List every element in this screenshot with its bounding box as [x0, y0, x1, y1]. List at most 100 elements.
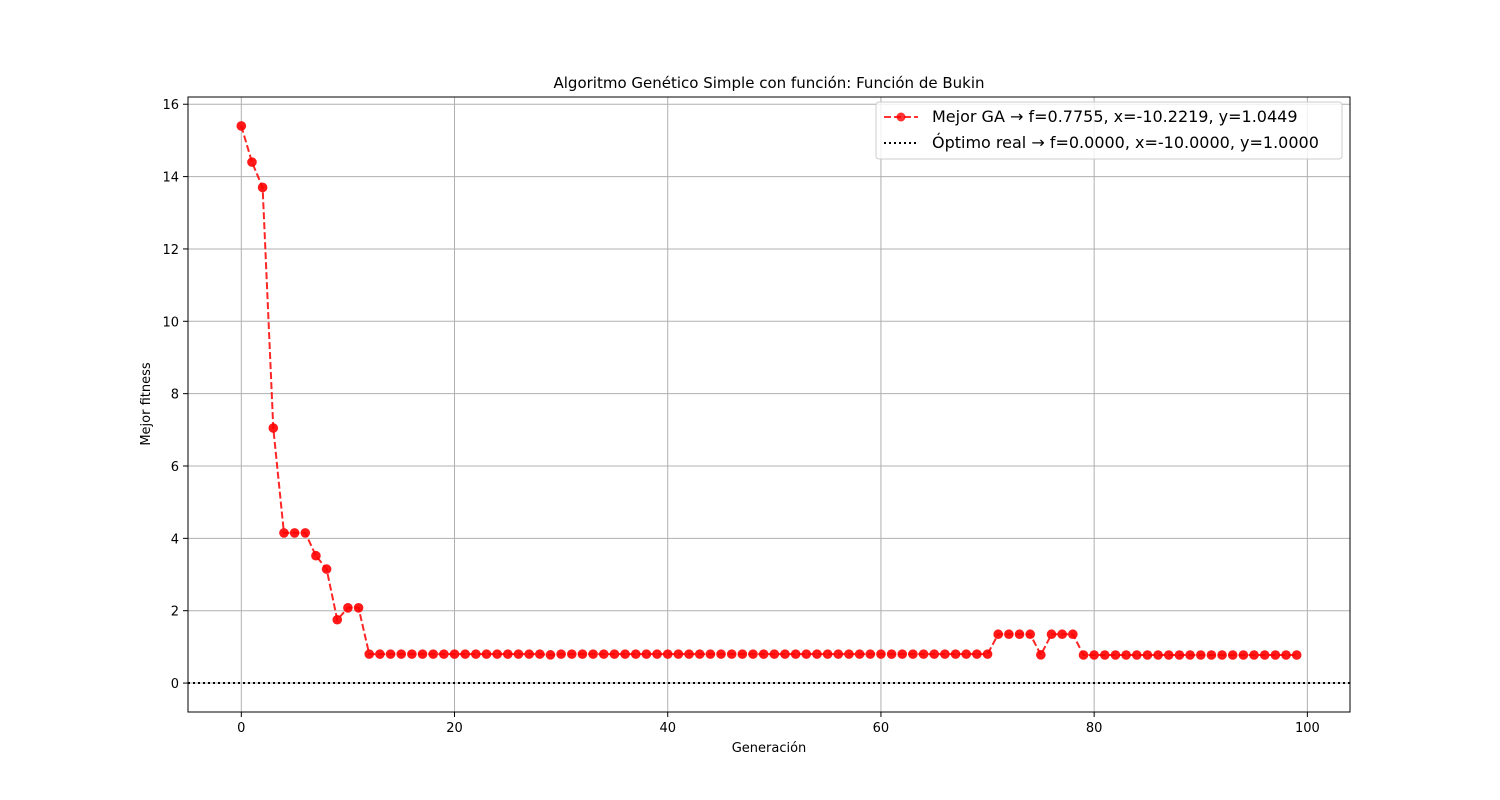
mejor-ga-point [321, 564, 332, 574]
mejor-ga-point [897, 649, 908, 659]
mejor-ga-point [865, 649, 876, 659]
x-tick-label: 40 [659, 721, 676, 736]
x-axis-label: Generación [732, 741, 807, 756]
mejor-ga-point [1249, 650, 1259, 660]
mejor-ga-point [1185, 650, 1195, 660]
mejor-ga-point [1281, 650, 1291, 660]
mejor-ga-point [1078, 650, 1089, 660]
mejor-ga-point [364, 649, 375, 659]
mejor-ga-point [1291, 650, 1302, 660]
mejor-ga-point [684, 649, 694, 659]
mejor-ga-point [300, 528, 311, 538]
mejor-ga-point [1068, 629, 1078, 640]
mejor-ga-point [726, 649, 737, 659]
mejor-ga-point [1227, 650, 1238, 660]
mejor-ga-point [279, 528, 289, 538]
mejor-ga-point [588, 649, 598, 659]
mejor-ga-point [396, 649, 407, 659]
mejor-ga-point [1089, 650, 1099, 660]
mejor-ga-point [1025, 629, 1035, 640]
mejor-ga-point [982, 649, 993, 659]
x-tick-label: 100 [1295, 721, 1320, 736]
mejor-ga-point [1100, 650, 1110, 660]
mejor-ga-point [822, 649, 833, 659]
mejor-ga-point [513, 649, 524, 659]
mejor-ga-point [1142, 650, 1153, 660]
mejor-ga-point [705, 649, 716, 659]
mejor-ga-point [630, 649, 641, 659]
y-tick-label: 0 [171, 677, 179, 692]
legend-label-optimo: Óptimo real → f=0.0000, x=-10.0000, y=1.… [932, 133, 1319, 152]
mejor-ga-point [652, 649, 662, 659]
mejor-ga-point [289, 528, 300, 538]
mejor-ga-point [545, 650, 556, 660]
mejor-ga-point [471, 649, 481, 659]
mejor-ga-point [311, 550, 321, 561]
x-tick-label: 80 [1086, 721, 1103, 736]
mejor-ga-point [1270, 650, 1281, 660]
mejor-ga-point [673, 649, 684, 659]
legend-box [875, 101, 1343, 160]
mejor-ga-point [1195, 650, 1206, 660]
mejor-ga-point [1174, 650, 1185, 660]
mejor-ga-point [833, 649, 844, 659]
mejor-ga-point [1217, 650, 1227, 660]
mejor-ga-point [609, 649, 620, 659]
mejor-ga-point [758, 649, 769, 659]
y-tick-label: 8 [171, 388, 179, 403]
mejor-ga-point [236, 121, 247, 131]
mejor-ga-point [247, 157, 257, 167]
mejor-ga-point [886, 649, 897, 659]
mejor-ga-point [737, 649, 748, 659]
mejor-ga-point [1206, 650, 1217, 660]
mejor-ga-point [1036, 650, 1046, 660]
mejor-ga-point [876, 649, 886, 659]
y-tick-label: 6 [171, 460, 179, 475]
mejor-ga-point [1004, 629, 1014, 640]
mejor-ga-point [1153, 650, 1163, 660]
mejor-ga-point [940, 649, 950, 659]
mejor-ga-point [801, 649, 812, 659]
mejor-ga-point [1131, 650, 1142, 660]
legend-marker-ga [896, 112, 906, 122]
mejor-ga-point [353, 603, 364, 613]
mejor-ga-point [449, 649, 460, 659]
mejor-ga-point [534, 649, 545, 659]
mejor-ga-point [716, 649, 726, 659]
x-tick-label: 0 [237, 721, 245, 736]
mejor-ga-point [343, 603, 353, 613]
mejor-ga-point [428, 649, 438, 659]
mejor-ga-point [257, 182, 268, 193]
y-tick-label: 12 [162, 243, 179, 258]
mejor-ga-point [662, 649, 673, 659]
series-layer [188, 121, 1350, 685]
y-tick-label: 10 [162, 315, 179, 330]
mejor-ga-point [556, 649, 566, 659]
x-tick-label: 20 [446, 721, 463, 736]
mejor-ga-point [375, 649, 385, 659]
mejor-ga-point [524, 649, 534, 659]
mejor-ga-point [950, 649, 961, 659]
y-tick-label: 14 [162, 171, 179, 186]
mejor-ga-point [417, 649, 428, 659]
mejor-ga-point [641, 649, 652, 659]
mejor-ga-line [240, 125, 1297, 658]
mejor-ga-point [1110, 650, 1121, 660]
mejor-ga-point [908, 649, 918, 659]
mejor-ga-point [1163, 650, 1174, 660]
mejor-ga-point [332, 614, 343, 625]
y-tick-label: 4 [171, 532, 179, 547]
mejor-ga-point [769, 649, 780, 659]
mejor-ga-point [748, 649, 758, 659]
y-tick-label: 2 [171, 605, 179, 620]
y-tick-label: 16 [162, 98, 179, 113]
mejor-ga-point [439, 649, 449, 659]
mejor-ga-point [790, 649, 801, 659]
grid [188, 97, 1350, 712]
y-axis-label: Mejor fitness [139, 362, 154, 446]
mejor-ga-point [1259, 650, 1270, 660]
mejor-ga-point [854, 649, 865, 659]
legend: Mejor GA → f=0.7755, x=-10.2219, y=1.044… [875, 101, 1343, 160]
mejor-ga-point [812, 649, 822, 659]
